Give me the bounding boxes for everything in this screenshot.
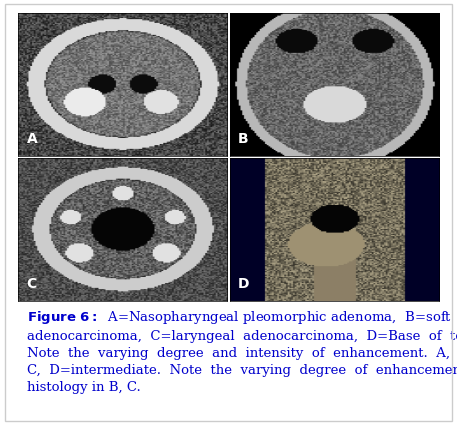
Text: D: D <box>238 278 250 292</box>
Text: $\bf{Figure\ 6:}$  A=Nasopharyngeal pleomorphic adenoma,  B=soft  palate
adenoca: $\bf{Figure\ 6:}$ A=Nasopharyngeal pleom… <box>27 309 457 394</box>
Text: C: C <box>27 278 37 292</box>
Text: B: B <box>238 132 249 146</box>
Text: A: A <box>27 132 37 146</box>
